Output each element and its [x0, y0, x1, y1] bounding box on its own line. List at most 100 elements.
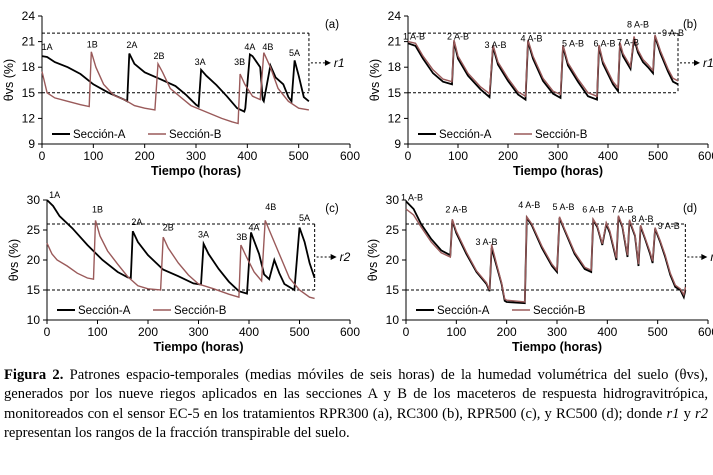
caption-text-3: representan los rangos de la fracción tr…: [4, 425, 350, 442]
peak-annotation: 9 A-B: [662, 28, 684, 38]
legend-label-a: Sección-A: [439, 129, 492, 141]
caption-label: Figura 2.: [4, 367, 64, 383]
x-tick-label: 200: [498, 149, 518, 163]
x-tick-label: 600: [698, 325, 713, 339]
legend-label-b: Sección-B: [169, 129, 222, 141]
x-tick-label: 400: [239, 325, 259, 339]
range-label: r2: [710, 250, 713, 264]
peak-annotation: 1B: [87, 39, 98, 49]
y-axis-label: θvs (%): [2, 59, 16, 101]
panel-label: (b): [683, 19, 697, 31]
y-tick-label: 30: [386, 193, 400, 207]
y-tick-label: 9: [28, 137, 35, 151]
y-tick-label: 24: [22, 9, 36, 23]
peak-annotation: 2A: [126, 40, 137, 50]
peak-annotation: 8 A-B: [627, 20, 649, 30]
x-tick-label: 400: [237, 149, 257, 163]
x-tick-label: 100: [446, 325, 466, 339]
y-tick-label: 30: [27, 193, 41, 207]
peak-annotation: 3 A-B: [484, 40, 506, 50]
peak-annotation: 4A: [244, 42, 255, 52]
x-tick-label: 0: [403, 325, 410, 339]
caption-r1: r1: [666, 405, 680, 422]
y-tick-label: 21: [388, 35, 402, 49]
range-label: r1: [703, 56, 713, 70]
x-tick-label: 500: [289, 325, 309, 339]
peak-annotation: 6 A-B: [593, 38, 615, 48]
peak-annotation: 6 A-B: [582, 204, 604, 214]
x-tick-label: 300: [547, 325, 567, 339]
series-line-seccion-b: [405, 208, 687, 303]
x-tick-label: 0: [405, 149, 412, 163]
series-line-seccion-b: [46, 220, 315, 300]
x-tick-label: 400: [598, 149, 618, 163]
peak-annotation: 7 A-B: [611, 204, 633, 214]
y-tick-label: 10: [386, 313, 400, 327]
range-label: r1: [334, 56, 345, 70]
peak-annotation: 3B: [234, 57, 245, 67]
x-tick-label: 600: [698, 149, 713, 163]
peak-annotation: 9 A-B: [658, 221, 680, 231]
figure-caption: Figura 2. Patrones espacio-temporales (m…: [4, 366, 708, 444]
y-tick-label: 15: [388, 86, 402, 100]
range-label: r2: [340, 250, 351, 264]
chart-panel-d: 0 100 200 300 400 500 600 10 15 20 25 30 Tiempo (hor…: [366, 192, 713, 354]
y-tick-label: 15: [386, 283, 400, 297]
x-tick-label: 100: [448, 149, 468, 163]
legend-label-a: Sección-A: [78, 305, 131, 317]
peak-annotation: 2B: [154, 51, 165, 61]
peak-annotation: 2 A-B: [445, 204, 467, 214]
range-arrowhead: [324, 59, 331, 66]
peak-annotation: 8 A-B: [632, 214, 654, 224]
y-axis-label: θvs (%): [368, 59, 382, 101]
peak-annotation: 1 A-B: [403, 32, 425, 42]
peak-annotation: 7 A-B: [617, 38, 639, 48]
legend-label-a: Sección-A: [73, 129, 126, 141]
peak-annotation: 4B: [265, 202, 276, 212]
x-axis-label: Tiempo (horas): [153, 340, 243, 354]
peak-annotation: 4A: [249, 222, 260, 232]
series-line-seccion-b: [407, 34, 679, 98]
peak-annotation: 4 A-B: [520, 33, 542, 43]
peak-annotation: 5 A-B: [562, 38, 584, 48]
x-tick-label: 200: [135, 149, 155, 163]
y-tick-label: 12: [388, 111, 402, 125]
y-tick-label: 9: [394, 137, 401, 151]
peak-annotation: 4B: [262, 42, 273, 52]
peak-annotation: 2 A-B: [447, 32, 469, 42]
peak-annotation: 5A: [289, 48, 300, 58]
x-tick-label: 400: [597, 325, 617, 339]
peak-annotation: 3A: [195, 57, 206, 67]
range-arrowhead: [694, 59, 700, 66]
x-tick-label: 300: [186, 149, 206, 163]
y-tick-label: 24: [388, 9, 402, 23]
panel-label: (c): [325, 203, 339, 215]
y-tick-label: 18: [22, 60, 36, 74]
x-axis-label: Tiempo (horas): [512, 340, 602, 354]
panel-label: (d): [683, 203, 697, 215]
caption-text-2: y: [679, 405, 696, 422]
x-tick-label: 300: [548, 149, 568, 163]
series-line-seccion-a: [46, 199, 316, 295]
x-axis-label: Tiempo (horas): [151, 164, 241, 178]
peak-annotation: 1B: [92, 204, 103, 214]
y-tick-label: 18: [388, 60, 402, 74]
x-tick-label: 600: [340, 325, 360, 339]
x-tick-label: 200: [138, 325, 158, 339]
y-tick-label: 12: [22, 111, 36, 125]
caption-r2: r2: [695, 405, 708, 422]
peak-annotation: 2A: [131, 217, 142, 227]
legend-label-b: Sección-B: [535, 129, 588, 141]
x-tick-label: 600: [340, 149, 360, 163]
caption-text-1: Patrones espacio-temporales (medias móvi…: [4, 367, 708, 422]
y-tick-label: 20: [27, 253, 41, 267]
series-line-seccion-b: [41, 51, 310, 125]
x-tick-label: 0: [39, 149, 46, 163]
y-tick-label: 15: [22, 86, 36, 100]
peak-annotation: 2B: [163, 222, 174, 232]
x-tick-label: 200: [497, 325, 517, 339]
y-tick-label: 15: [27, 283, 41, 297]
peak-annotation: 4 A-B: [518, 200, 540, 210]
y-axis-label: θvs (%): [366, 239, 380, 281]
